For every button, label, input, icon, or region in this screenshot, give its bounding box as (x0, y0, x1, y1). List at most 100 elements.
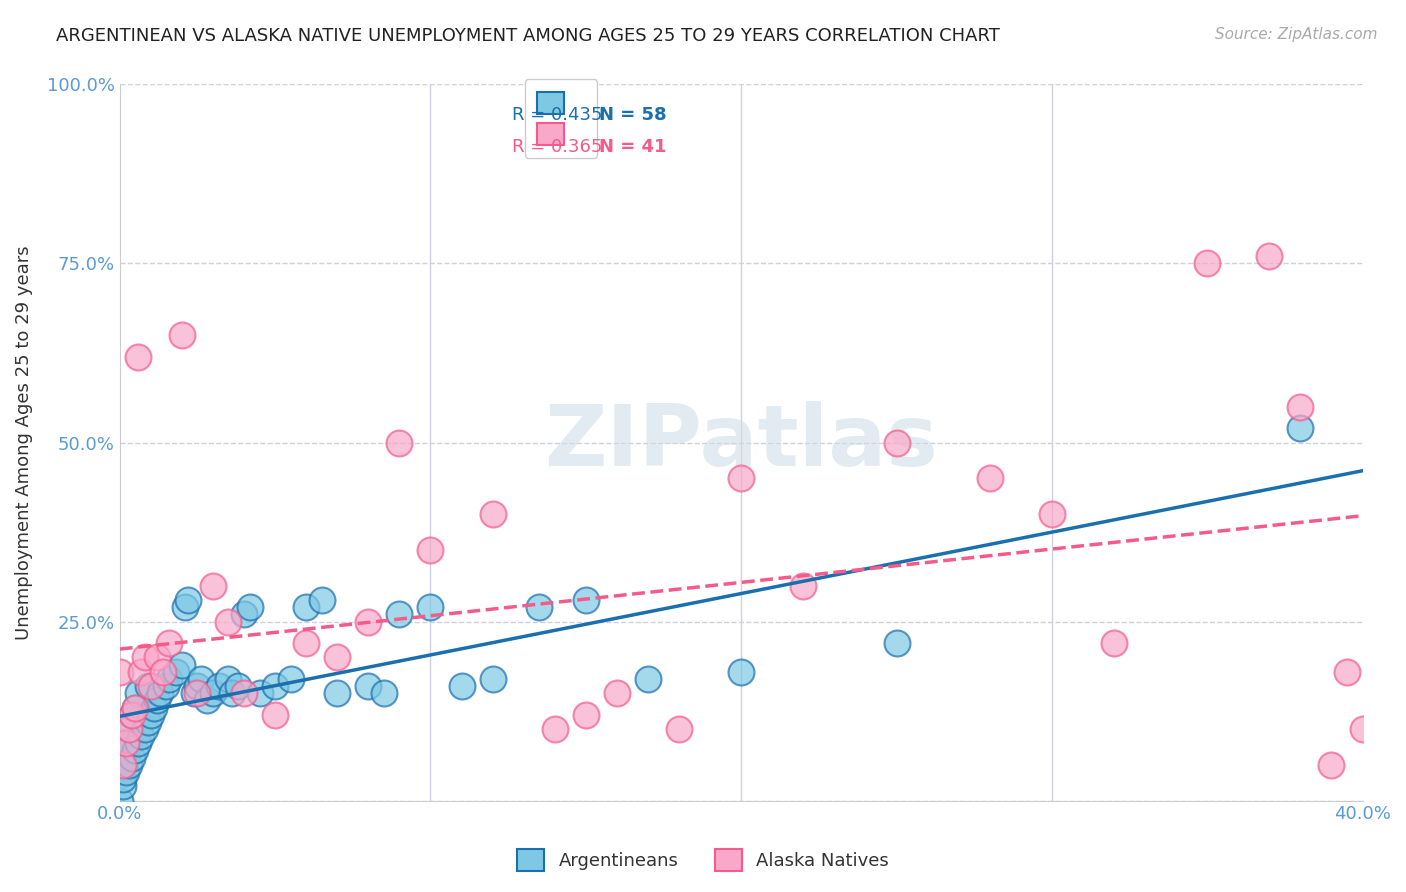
Legend:  ,  : , (524, 79, 598, 158)
Point (239, 600, 262, 615)
Point (131, 729, 153, 743)
Point (233, 686, 256, 700)
Point (136, 714, 159, 729)
Point (108, 794, 131, 808)
Point (134, 650, 156, 665)
Point (1040, 507, 1063, 521)
Point (1289, 400, 1312, 414)
Text: ARGENTINEAN VS ALASKA NATIVE UNEMPLOYMENT AMONG AGES 25 TO 29 YEARS CORRELATION : ARGENTINEAN VS ALASKA NATIVE UNEMPLOYMEN… (56, 27, 1000, 45)
Point (280, 672, 302, 686)
Point (115, 736, 138, 750)
Point (159, 636, 181, 650)
Text: Source: ZipAtlas.com: Source: ZipAtlas.com (1215, 27, 1378, 42)
Point (419, 543, 441, 558)
Point (311, 593, 333, 607)
Point (136, 679, 159, 693)
Point (139, 679, 162, 693)
Point (221, 686, 243, 700)
Point (121, 707, 143, 722)
Legend: Argentineans, Alaska Natives: Argentineans, Alaska Natives (510, 842, 896, 879)
Point (373, 686, 395, 700)
Point (326, 650, 349, 665)
Point (170, 328, 193, 343)
Point (544, 722, 567, 736)
Point (450, 679, 472, 693)
Point (1289, 421, 1312, 435)
Point (139, 707, 162, 722)
Point (575, 707, 598, 722)
Point (326, 686, 349, 700)
Point (264, 707, 287, 722)
Point (195, 693, 218, 707)
Point (118, 757, 141, 772)
Point (979, 471, 1001, 485)
Point (127, 686, 149, 700)
Point (1197, 256, 1219, 270)
Point (388, 607, 411, 622)
Point (730, 471, 752, 485)
Point (357, 679, 380, 693)
Point (186, 686, 208, 700)
Point (388, 435, 411, 450)
Point (1258, 249, 1281, 263)
Point (218, 672, 240, 686)
Point (108, 665, 131, 679)
Point (134, 722, 156, 736)
Point (295, 600, 318, 615)
Point (177, 593, 200, 607)
Point (1320, 757, 1343, 772)
Point (792, 579, 814, 593)
Text: ZIPatlas: ZIPatlas (544, 401, 938, 484)
Point (730, 665, 752, 679)
Point (218, 615, 240, 629)
Point (1336, 665, 1358, 679)
Point (183, 686, 205, 700)
Point (111, 772, 134, 786)
Point (226, 679, 249, 693)
Point (146, 650, 169, 665)
Point (190, 672, 212, 686)
Text: R = 0.365: R = 0.365 (512, 137, 603, 156)
Point (233, 607, 256, 622)
Point (419, 600, 441, 615)
Point (127, 350, 149, 364)
Point (115, 743, 138, 757)
Point (124, 743, 146, 757)
Point (124, 700, 146, 714)
Point (111, 736, 134, 750)
Point (264, 679, 287, 693)
Point (142, 700, 165, 714)
Point (174, 600, 197, 615)
Point (165, 665, 187, 679)
Point (637, 672, 659, 686)
Point (249, 686, 271, 700)
Text: R = 0.435: R = 0.435 (512, 105, 603, 123)
Point (527, 600, 550, 615)
Point (606, 686, 628, 700)
Point (111, 757, 134, 772)
Point (118, 722, 141, 736)
Point (111, 779, 134, 793)
Point (208, 679, 231, 693)
Point (201, 686, 224, 700)
Point (146, 693, 169, 707)
Point (152, 665, 174, 679)
Point (115, 764, 138, 779)
Point (118, 722, 141, 736)
Point (201, 579, 224, 593)
Point (155, 679, 177, 693)
Point (1351, 722, 1374, 736)
Point (170, 657, 193, 672)
Point (668, 722, 690, 736)
Point (121, 750, 143, 764)
Point (131, 665, 153, 679)
Point (121, 707, 143, 722)
Point (124, 700, 146, 714)
Point (149, 686, 172, 700)
Point (886, 636, 908, 650)
Text: N = 41: N = 41 (599, 137, 666, 156)
Point (108, 757, 131, 772)
Point (886, 435, 908, 450)
Y-axis label: Unemployment Among Ages 25 to 29 years: Unemployment Among Ages 25 to 29 years (15, 245, 32, 640)
Point (127, 736, 149, 750)
